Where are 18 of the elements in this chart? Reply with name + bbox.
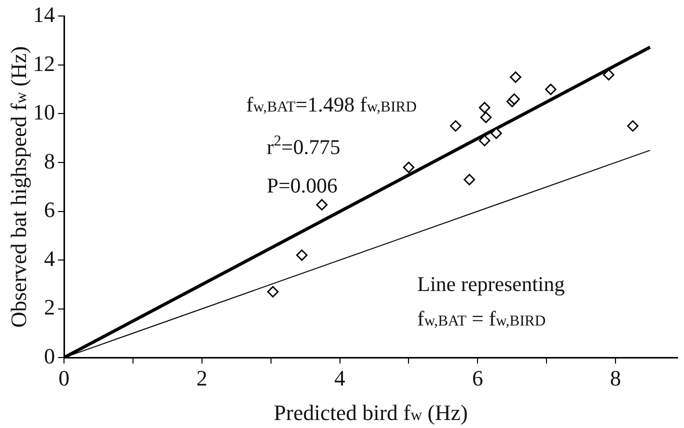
y-tick-label: 0 bbox=[44, 343, 55, 368]
annotation: fw,BAT = fw,BIRD bbox=[417, 306, 546, 330]
y-tick-label: 10 bbox=[33, 100, 55, 125]
x-axis-title: Predicted bird fw (Hz) bbox=[274, 400, 468, 425]
x-tick-label: 2 bbox=[196, 366, 208, 391]
x-tick-label: 6 bbox=[472, 366, 484, 391]
y-tick-label: 14 bbox=[33, 2, 55, 27]
y-tick-label: 2 bbox=[44, 294, 55, 320]
y-tick-label: 4 bbox=[44, 246, 55, 271]
x-tick-label: 4 bbox=[334, 366, 346, 391]
annotation: Line representing bbox=[417, 272, 566, 296]
y-tick-label: 8 bbox=[44, 148, 55, 174]
annotation: fw,BAT=1.498 fw,BIRD bbox=[246, 92, 417, 116]
y-axis-title: Observed bat highspeed fw (Hz) bbox=[6, 46, 31, 328]
x-tick-label: 8 bbox=[610, 366, 622, 391]
y-tick-label: 12 bbox=[33, 50, 55, 76]
annotation: P=0.006 bbox=[266, 174, 338, 198]
y-tick-label: 6 bbox=[44, 197, 55, 222]
